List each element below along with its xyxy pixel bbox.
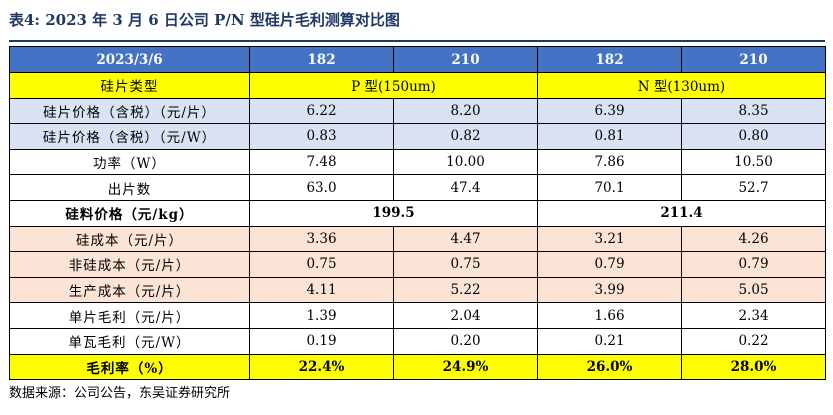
row-label: 硅片价格（含税）（元/W） <box>9 123 250 150</box>
header-p-182: 182 <box>249 46 394 73</box>
silicon-price-label: 硅料价格（元/kg） <box>9 199 250 227</box>
table-row: 单片毛利（元/片） 1.39 2.04 1.66 2.34 <box>9 302 826 329</box>
table-cell: 0.21 <box>537 327 682 355</box>
data-source-note: 数据来源：公司公告，东吴证券研究所 <box>9 386 231 401</box>
row-label: 功率（W） <box>9 148 250 176</box>
gross-margin-cell: 28.0% <box>681 353 826 381</box>
silicon-price-p: 199.5 <box>249 199 538 227</box>
table-cell: 6.39 <box>537 97 682 125</box>
wafer-margin-table: 2023/3/6 182 210 182 210 硅片类型 P 型(150um)… <box>9 46 826 381</box>
silicon-price-n: 211.4 <box>537 199 826 227</box>
row-label: 单瓦毛利（元/W） <box>9 327 250 355</box>
table-cell: 8.35 <box>681 97 826 125</box>
table-cell: 63.0 <box>249 174 394 201</box>
table-cell: 0.81 <box>537 123 682 150</box>
header-row: 2023/3/6 182 210 182 210 <box>9 46 826 73</box>
table-cell: 3.21 <box>537 225 682 253</box>
table-cell: 2.34 <box>681 302 826 329</box>
table-row: 生产成本（元/片） 4.11 5.22 3.99 5.05 <box>9 276 826 304</box>
p-type-label: P 型(150um) <box>249 72 538 99</box>
table-cell: 10.50 <box>681 148 826 176</box>
table-row: 非硅成本（元/片） 0.75 0.75 0.79 0.79 <box>9 251 826 278</box>
wafer-type-label: 硅片类型 <box>9 72 250 99</box>
header-p-210: 210 <box>393 46 538 73</box>
table-cell: 6.22 <box>249 97 394 125</box>
table-cell: 47.4 <box>393 174 538 201</box>
table-row: 硅成本（元/片） 3.36 4.47 3.21 4.26 <box>9 225 826 253</box>
table-cell: 5.05 <box>681 276 826 304</box>
table-cell: 0.75 <box>249 251 394 278</box>
table-cell: 10.00 <box>393 148 538 176</box>
table-row: 单瓦毛利（元/W） 0.19 0.20 0.21 0.22 <box>9 327 826 355</box>
table-cell: 7.86 <box>537 148 682 176</box>
table-row: 出片数 63.0 47.4 70.1 52.7 <box>9 174 826 201</box>
table-cell: 0.82 <box>393 123 538 150</box>
table-row: 功率（W） 7.48 10.00 7.86 10.50 <box>9 148 826 176</box>
table-cell: 70.1 <box>537 174 682 201</box>
table-cell: 4.11 <box>249 276 394 304</box>
table-cell: 4.47 <box>393 225 538 253</box>
row-label: 硅成本（元/片） <box>9 225 250 253</box>
table-cell: 4.26 <box>681 225 826 253</box>
table-cell: 0.20 <box>393 327 538 355</box>
gross-margin-row: 毛利率（%） 22.4% 24.9% 26.0% 28.0% <box>9 353 826 381</box>
table-cell: 7.48 <box>249 148 394 176</box>
table-cell: 1.39 <box>249 302 394 329</box>
table-cell: 2.04 <box>393 302 538 329</box>
row-label: 生产成本（元/片） <box>9 276 250 304</box>
row-label: 非硅成本（元/片） <box>9 251 250 278</box>
header-date: 2023/3/6 <box>9 46 250 73</box>
wafer-type-row: 硅片类型 P 型(150um) N 型(130um) <box>9 72 826 99</box>
silicon-price-row: 硅料价格（元/kg） 199.5 211.4 <box>9 199 826 227</box>
table-cell: 3.36 <box>249 225 394 253</box>
table-caption: 表4: 2023 年 3 月 6 日公司 P/N 型硅片毛利测算对比图 <box>9 11 400 29</box>
table-cell: 0.79 <box>537 251 682 278</box>
header-n-182: 182 <box>537 46 682 73</box>
gross-margin-label: 毛利率（%） <box>9 353 250 381</box>
table-row: 硅片价格（含税）（元/W） 0.83 0.82 0.81 0.80 <box>9 123 826 150</box>
table-cell: 3.99 <box>537 276 682 304</box>
table-cell: 5.22 <box>393 276 538 304</box>
table-cell: 0.22 <box>681 327 826 355</box>
row-label: 硅片价格（含税）（元/片） <box>9 97 250 125</box>
row-label: 单片毛利（元/片） <box>9 302 250 329</box>
gross-margin-cell: 26.0% <box>537 353 682 381</box>
table-cell: 1.66 <box>537 302 682 329</box>
caption-divider <box>9 40 825 42</box>
table-cell: 0.19 <box>249 327 394 355</box>
table-cell: 0.80 <box>681 123 826 150</box>
gross-margin-cell: 22.4% <box>249 353 394 381</box>
table-cell: 0.75 <box>393 251 538 278</box>
table-cell: 52.7 <box>681 174 826 201</box>
gross-margin-cell: 24.9% <box>393 353 538 381</box>
row-label: 出片数 <box>9 174 250 201</box>
table-cell: 0.83 <box>249 123 394 150</box>
table-cell: 8.20 <box>393 97 538 125</box>
table-cell: 0.79 <box>681 251 826 278</box>
n-type-label: N 型(130um) <box>537 72 826 99</box>
header-n-210: 210 <box>681 46 826 73</box>
table-row: 硅片价格（含税）（元/片） 6.22 8.20 6.39 8.35 <box>9 97 826 125</box>
